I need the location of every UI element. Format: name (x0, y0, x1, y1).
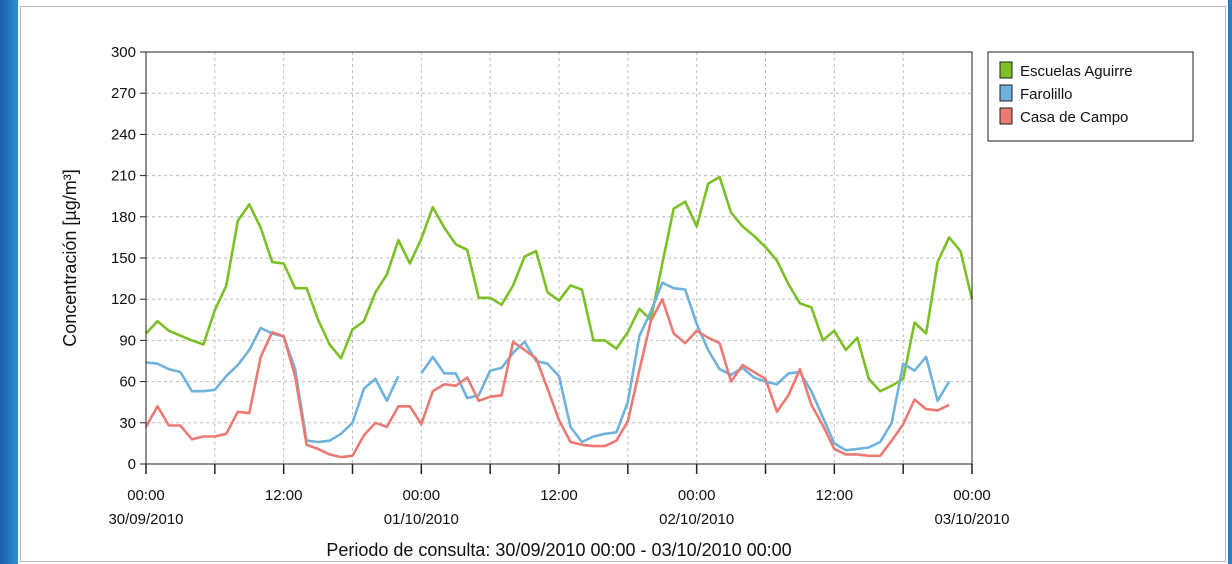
series-line-casa-de-campo (144, 297, 950, 459)
series-line-escuelas-aguirre (145, 175, 974, 393)
x-tick-date-label: 03/10/2010 (934, 511, 1009, 528)
x-axis-label: Periodo de consulta: 30/09/2010 00:00 - … (326, 540, 791, 560)
series-line-farolillo (145, 326, 400, 444)
legend-swatch (999, 107, 1013, 125)
left-decorative-strip (0, 0, 18, 564)
legend-swatch (999, 61, 1013, 79)
x-tick-time-label: 00:00 (953, 487, 991, 504)
y-tick-label: 150 (111, 250, 136, 267)
legend-label: Casa de Campo (1020, 109, 1128, 126)
x-axis-ticks: 00:00 30/09/2010 12:00 00:00 01/10/2010 12:00… (108, 464, 1010, 528)
x-tick-time-label: 00:00 (403, 487, 441, 504)
y-tick-label: 300 (111, 44, 136, 61)
legend-label: Escuelas Aguirre (1020, 63, 1133, 80)
y-axis-label: Concentración [µg/m³] (60, 169, 80, 346)
x-tick-time-label: 00:00 (678, 487, 716, 504)
y-tick-label: 240 (111, 126, 136, 143)
y-tick-label: 30 (119, 415, 136, 432)
right-decorative-strip (1228, 0, 1232, 564)
legend-label: Farolillo (1020, 86, 1073, 103)
y-tick-label: 90 (119, 332, 136, 349)
y-tick-label: 0 (128, 456, 136, 473)
y-axis-ticks: 0 30 60 90 120 150 180 210 240 270 300 (111, 44, 146, 473)
x-tick-time-label: 12:00 (540, 487, 578, 504)
x-tick-date-label: 02/10/2010 (659, 511, 734, 528)
series-line-farolillo (420, 281, 951, 452)
y-tick-label: 60 (119, 374, 136, 391)
series-lines (144, 175, 974, 459)
x-tick-date-label: 01/10/2010 (384, 511, 459, 528)
x-tick-time-label: 12:00 (816, 487, 854, 504)
x-tick-date-label: 30/09/2010 (108, 511, 183, 528)
x-tick-time-label: 12:00 (265, 487, 303, 504)
legend-swatch (999, 84, 1013, 102)
legend: Escuelas Aguirre Farolillo Casa de Campo (987, 51, 1194, 142)
y-tick-label: 120 (111, 291, 136, 308)
y-tick-label: 210 (111, 168, 136, 185)
x-tick-time-label: 00:00 (127, 487, 165, 504)
y-tick-label: 180 (111, 209, 136, 226)
y-tick-label: 270 (111, 85, 136, 102)
legend-box (987, 51, 1194, 142)
